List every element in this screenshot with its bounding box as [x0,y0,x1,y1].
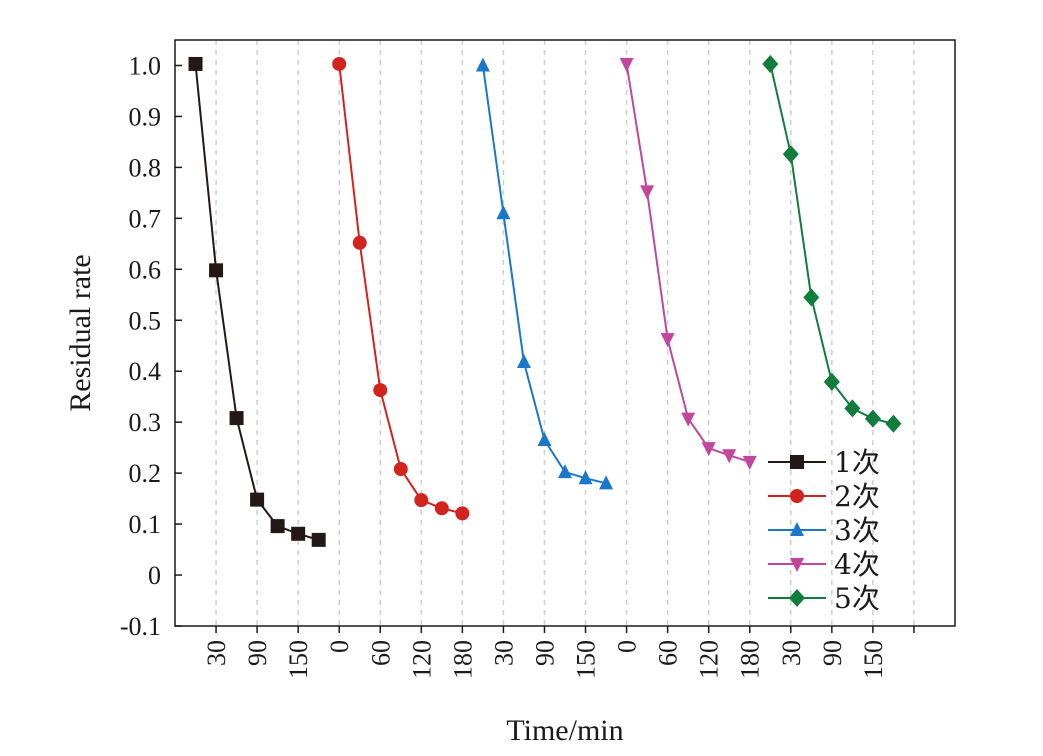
legend-marker [789,589,805,607]
y-tick-label: 0.2 [129,459,162,488]
x-tick-label: 60 [366,640,395,666]
y-tick-label: 0.4 [129,357,162,386]
x-tick-label: 150 [284,640,313,679]
series-line [625,63,751,463]
data-point [558,464,572,479]
data-point [250,492,265,507]
data-point [762,54,779,73]
data-point [496,205,511,220]
y-tick-label: 0.8 [129,153,162,182]
series-layer [188,54,902,547]
data-point [332,56,347,71]
legend-marker [790,522,804,536]
data-point [455,506,470,521]
data-point [209,263,224,278]
data-point [537,432,552,447]
series-2 [332,56,470,521]
data-point [352,235,367,250]
legend-label: 1次 [834,446,880,479]
series-5 [762,54,902,433]
data-point [681,412,696,427]
legend-label: 5次 [834,582,880,615]
y-axis: -0.1 0 0.1 0.2 0.3 0.4 0.5 0.6 0.7 0.8 0.9 1.0 [120,51,182,641]
x-axis: 30 90 150 0 60 120 180 30 90 150 0 60 120 180 30 90 150 [202,626,915,679]
x-tick-label: 150 [572,640,601,679]
data-point [803,288,820,307]
data-point [311,532,326,547]
data-point [701,442,716,457]
x-tick-label: 90 [243,640,272,666]
data-point [516,354,531,369]
legend-label: 4次 [834,548,880,581]
data-point [373,383,388,398]
data-point [393,462,408,477]
legend-entry: 1次 [768,446,880,479]
x-tick-label: 0 [325,640,354,653]
legend-entry: 4次 [768,548,880,581]
data-point [782,145,799,164]
y-tick-label: 0.1 [129,510,162,539]
legend-marker [790,558,804,572]
data-point [619,57,634,72]
x-axis-label: Time/min [506,714,623,747]
x-tick-label: 180 [448,640,477,679]
data-point [742,455,757,470]
data-point [640,185,655,200]
y-axis-label: Residual rate [64,254,97,411]
data-point [270,519,285,534]
data-point [864,409,881,428]
series-1 [188,56,326,547]
y-tick-label: -0.1 [120,612,161,641]
x-tick-label: 60 [654,640,683,666]
gridlines [215,40,915,626]
legend-entry: 5次 [768,582,880,615]
y-tick-label: 0.6 [129,255,162,284]
data-point [722,449,737,464]
legend-marker [790,455,804,469]
x-tick-label: 120 [407,640,436,679]
x-tick-label: 90 [530,640,559,666]
legend-label: 3次 [834,514,880,547]
x-tick-label: 90 [818,640,847,666]
data-point [414,493,429,508]
data-point [660,333,675,348]
y-tick-label: 0 [148,561,161,590]
x-tick-label: 180 [736,640,765,679]
data-point [188,56,203,71]
data-point [823,372,840,391]
x-tick-label: 120 [695,640,724,679]
data-point [578,470,593,485]
y-tick-label: 1.0 [129,51,162,80]
y-tick-label: 0.7 [129,204,162,233]
data-point [229,411,244,426]
y-tick-label: 0.3 [129,408,162,437]
data-point [475,57,490,72]
y-tick-label: 0.9 [129,102,162,131]
series-line [338,63,463,515]
x-tick-label: 150 [859,640,888,679]
data-point [599,475,614,490]
x-tick-label: 30 [489,640,518,666]
plot-frame [174,39,956,627]
x-tick-label: 30 [202,640,231,666]
y-tick-label: 0.5 [129,306,162,335]
data-point [844,399,861,418]
series-4 [619,57,757,470]
data-point [291,526,306,541]
legend-marker [790,489,804,503]
x-tick-label: 30 [777,640,806,666]
data-point [885,414,902,433]
data-point [434,501,449,516]
legend-entry: 2次 [768,480,880,513]
series-3 [475,57,614,490]
x-tick-label: 0 [613,640,642,653]
legend-label: 2次 [834,480,880,513]
legend-entry: 3次 [768,514,880,547]
